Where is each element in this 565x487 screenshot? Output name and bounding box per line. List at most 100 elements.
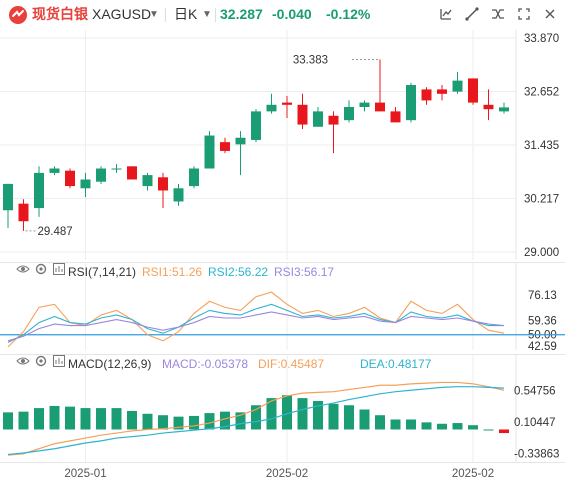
fullscreen-icon (518, 8, 530, 20)
dif-value: DIF:0.45487 (258, 357, 325, 371)
macd-histogram-bar (34, 408, 44, 430)
candle-body (266, 104, 277, 112)
last-price: 32.287 (220, 6, 263, 22)
candle-body (297, 104, 308, 125)
rsi2-value: RSI2:56.22 (208, 265, 269, 279)
rsi-tick-label: 59.36 (528, 316, 557, 328)
macd-histogram-bar (375, 415, 385, 430)
close-icon (545, 9, 555, 19)
rsi-series-line-1 (7, 291, 505, 348)
macd-histogram-bar (483, 429, 494, 431)
macd-histogram-bar (344, 405, 354, 430)
macd-title: MACD(12,26,9) (68, 357, 152, 371)
candle-body (204, 135, 215, 169)
macd-histogram-bar (18, 411, 29, 430)
macd-chart: 0.54756 0.10447 -0.33863 (0, 354, 565, 462)
macd-histogram-bar (313, 400, 323, 430)
candle-body (375, 102, 385, 112)
macd-tick-label: 0.10447 (514, 417, 556, 429)
candle-body (173, 188, 184, 202)
brand-logo-icon (9, 6, 27, 24)
settings-icon[interactable] (34, 262, 48, 276)
eye-icon[interactable] (16, 262, 30, 276)
candle-body (127, 166, 137, 180)
macd-histogram-bar (359, 409, 370, 430)
macd-histogram-bar (452, 423, 463, 430)
add-indicator-icon (440, 9, 452, 20)
low-price-label: 29.487 (38, 226, 73, 238)
interval-selector[interactable]: 日K (174, 6, 198, 22)
candle-body (189, 168, 199, 187)
chevron-down-icon[interactable]: ▼ (202, 9, 212, 20)
macd-histogram-bar (390, 419, 401, 430)
macd-histogram-bar (111, 408, 122, 430)
indicator-icon (53, 263, 65, 275)
macd-histogram-bar (49, 405, 60, 430)
price-tick-label: 31.435 (524, 140, 559, 152)
price-tick-label: 33.870 (524, 33, 559, 45)
candle-body (499, 107, 509, 112)
candle-body (158, 177, 168, 191)
candle-body (390, 111, 401, 123)
time-tick-label: 2025-01 (64, 468, 106, 480)
macd-histogram-bar (142, 413, 153, 430)
draw-line-icon (465, 7, 479, 21)
eye-icon[interactable] (16, 354, 30, 368)
rsi-tick-label: 76.13 (528, 290, 557, 302)
macd-histogram-bar (173, 416, 184, 430)
rsi-tick-label: 42.59 (528, 341, 557, 353)
macd-histogram-bar (127, 410, 137, 430)
chevron-down-icon[interactable]: ▼ (149, 9, 159, 20)
macd-histogram-bar (282, 395, 292, 430)
candle-body (34, 172, 44, 209)
macd-pane[interactable]: 0.54756 0.10447 -0.33863 MACD(12,26,9) MAC… (0, 354, 565, 462)
dea-value: DEA:0.48177 (360, 357, 432, 371)
symbol-selector[interactable]: XAGUSD (92, 6, 152, 22)
price-change-percent: -0.12% (326, 6, 371, 22)
fullscreen-button[interactable] (514, 4, 534, 24)
macd-histogram-bar (297, 398, 308, 430)
time-axis: 2025-01 2025-02 2025-02 (0, 462, 565, 487)
macd-dea-line (7, 386, 505, 456)
candlestick-chart: 33.870 32.652 31.435 30.217 29.000 33.383 29.4… (0, 30, 559, 260)
rsi-series-line-2 (7, 303, 504, 343)
candle-body (344, 106, 354, 121)
settings-icon[interactable] (34, 354, 48, 368)
macd-histogram-bar (96, 408, 106, 430)
macd-tick-label: 0.54756 (514, 385, 556, 397)
macd-dif-line (7, 381, 505, 456)
candle-body (80, 179, 91, 189)
rsi1-value: RSI1:51.26 (142, 265, 203, 279)
price-change: -0.040 (272, 6, 312, 22)
candle-body (220, 142, 230, 151)
price-pane[interactable]: 33.870 32.652 31.435 30.217 29.000 33.383 29.4… (0, 30, 565, 260)
chart-header: 现货白银 XAGUSD ▼ 日K ▼ 32.287 -0.040 -0.12% (0, 0, 565, 30)
rsi-title: RSI(7,14,21) (68, 265, 137, 279)
price-tick-label: 32.652 (524, 87, 559, 99)
price-tick-label: 29.000 (524, 247, 559, 259)
macd-histogram-bar (437, 423, 447, 430)
candle-body (437, 89, 447, 94)
macd-histogram-bar (65, 406, 75, 430)
close-button[interactable] (540, 4, 560, 24)
rsi3-value: RSI3:56.17 (274, 265, 335, 279)
macd-histogram-bar (421, 422, 432, 430)
macd-histogram-bar (235, 412, 246, 430)
macd-tick-label: -0.33863 (514, 449, 559, 461)
indicator-icon (53, 355, 65, 367)
macd-histogram-bar (189, 415, 199, 430)
draw-line-button[interactable] (462, 4, 482, 24)
candle-body (359, 102, 370, 107)
rsi-series-line-3 (7, 311, 505, 342)
candle-body (3, 183, 13, 211)
macd-histogram-bar (406, 419, 416, 430)
candle-body (468, 78, 478, 103)
rsi-pane[interactable]: 76.13 59.36 50.00 42.59 RSI(7,14,21) RSI1:5… (0, 262, 565, 353)
macd-histogram-bar (204, 413, 215, 430)
candle-body (313, 111, 323, 127)
shuffle-button[interactable] (488, 4, 508, 24)
macd-histogram-bar (80, 408, 91, 430)
candle-body (452, 80, 463, 92)
divider (215, 8, 216, 22)
add-indicator-button[interactable] (436, 4, 456, 24)
